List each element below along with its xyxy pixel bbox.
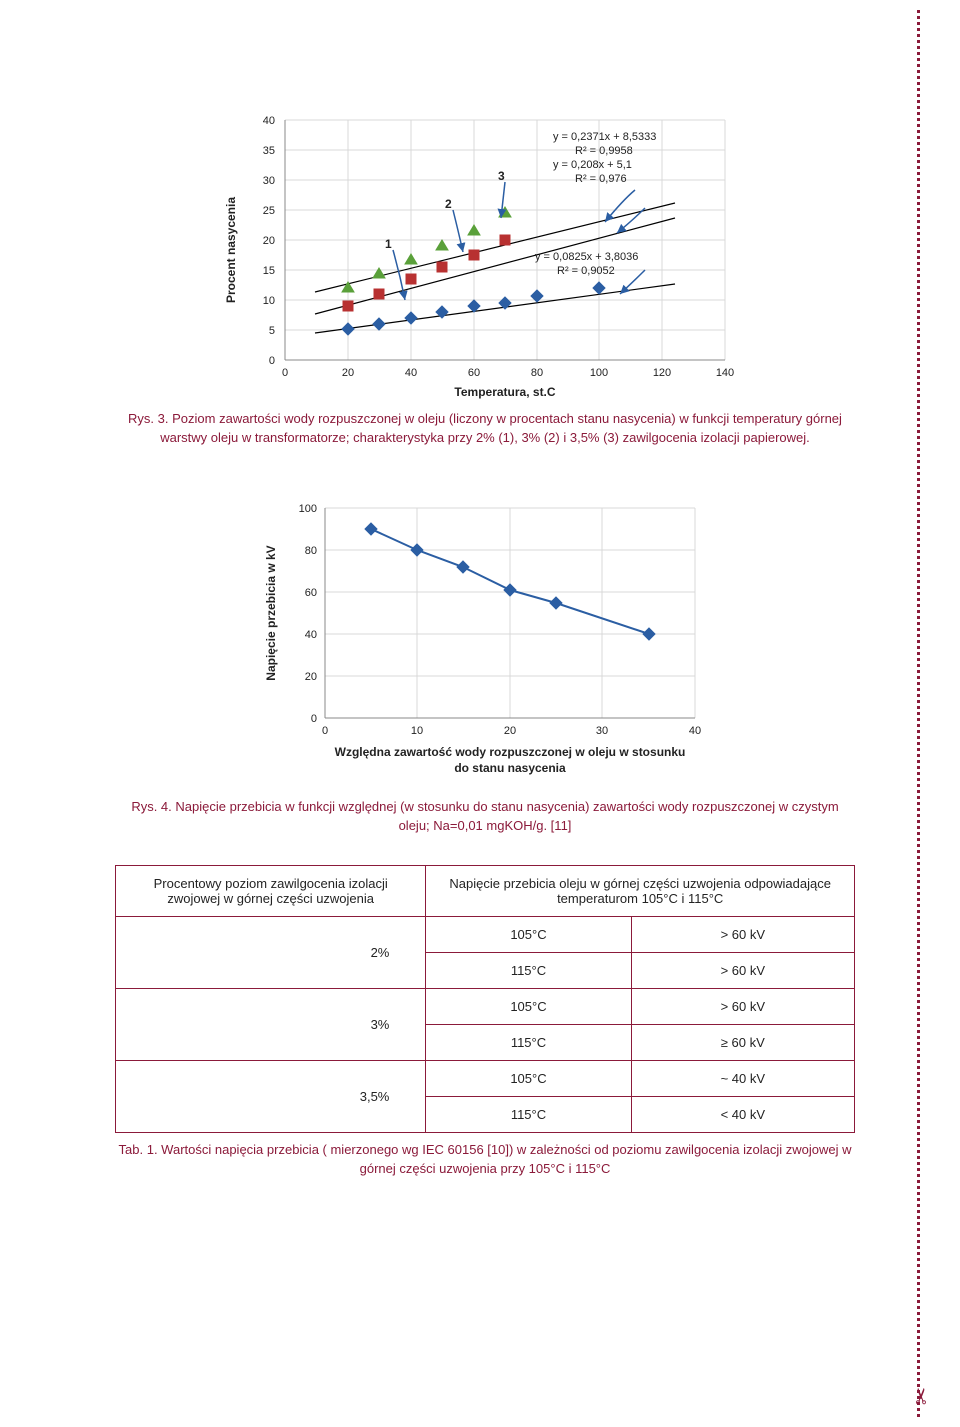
table-pct-0: 2% (116, 917, 426, 989)
fig3-caption-body: Poziom zawartości wody rozpuszczonej w o… (160, 411, 842, 445)
svg-text:10: 10 (263, 295, 275, 307)
svg-text:10: 10 (411, 725, 423, 737)
svg-text:40: 40 (263, 115, 275, 127)
table-cell: > 60 kV (631, 953, 854, 989)
table-1-caption: Tab. 1. Wartości napięcia przebicia ( mi… (115, 1141, 855, 1179)
table-pct-1: 3% (116, 989, 426, 1061)
fig4-xlabel-l1: Względna zawartość wody rozpuszczonej w … (335, 745, 686, 759)
table-row: 2% 105°C > 60 kV (116, 917, 855, 953)
svg-text:0: 0 (269, 355, 275, 367)
svg-text:25: 25 (263, 205, 275, 217)
fig3-eq3-l2: R² = 0,9958 (575, 145, 633, 157)
table-cell: ≥ 60 kV (631, 1025, 854, 1061)
fig4-ylabel: Napięcie przebicia w kV (264, 545, 278, 680)
tab1-caption-lead: Tab. 1. (119, 1142, 158, 1157)
table-row: 3% 105°C > 60 kV (116, 989, 855, 1025)
svg-text:140: 140 (716, 367, 734, 379)
svg-text:80: 80 (531, 367, 543, 379)
table-cell: < 40 kV (631, 1097, 854, 1133)
fig3-eq1-l1: y = 0,0825x + 3,8036 (535, 251, 638, 263)
table-cell: 105°C (426, 1061, 631, 1097)
svg-text:20: 20 (263, 235, 275, 247)
figure-4-caption: Rys. 4. Napięcie przebicia w funkcji wzg… (115, 798, 855, 836)
svg-text:60: 60 (468, 367, 480, 379)
svg-text:0: 0 (311, 713, 317, 725)
table-cell: 115°C (426, 1097, 631, 1133)
fig3-eq2-l1: y = 0,208x + 5,1 (553, 159, 632, 171)
svg-text:30: 30 (596, 725, 608, 737)
svg-text:120: 120 (653, 367, 671, 379)
svg-text:40: 40 (305, 629, 317, 641)
svg-text:15: 15 (263, 265, 275, 277)
table-cell: 115°C (426, 1025, 631, 1061)
fig4-xlabel-l2: do stanu nasycenia (454, 761, 566, 775)
svg-text:5: 5 (269, 325, 275, 337)
fig3-eq1-l2: R² = 0,9052 (557, 265, 615, 277)
table-row: 3,5% 105°C ~ 40 kV (116, 1061, 855, 1097)
svg-text:100: 100 (590, 367, 608, 379)
svg-text:60: 60 (305, 587, 317, 599)
table-1: Procentowy poziom zawilgocenia izolacji … (115, 865, 855, 1133)
figure-3-caption: Rys. 3. Poziom zawartości wody rozpuszcz… (115, 410, 855, 448)
svg-text:80: 80 (305, 545, 317, 557)
table-cell: 105°C (426, 917, 631, 953)
fig3-series-2-label: 2 (445, 197, 452, 211)
table-header-left: Procentowy poziom zawilgocenia izolacji … (116, 866, 426, 917)
figure-4-chart: 0 20 40 60 80 100 0 10 20 30 40 Względna… (245, 488, 725, 788)
svg-text:35: 35 (263, 145, 275, 157)
svg-text:20: 20 (305, 671, 317, 683)
page-margin-dotted (917, 10, 920, 1417)
svg-text:30: 30 (263, 175, 275, 187)
svg-text:20: 20 (504, 725, 516, 737)
table-cell: 115°C (426, 953, 631, 989)
fig4-caption-lead: Rys. 4. (131, 799, 171, 814)
fig3-eq3-l1: y = 0,2371x + 8,5333 (553, 131, 656, 143)
fig3-xlabel: Temperatura, st.C (454, 385, 555, 399)
fig3-caption-lead: Rys. 3. (128, 411, 168, 426)
svg-text:100: 100 (299, 503, 317, 515)
figure-3-chart: 0 5 10 15 20 25 30 35 40 0 20 40 60 80 1… (205, 100, 765, 400)
fig4-caption-body: Napięcie przebicia w funkcji względnej (… (172, 799, 839, 833)
tab1-caption-body: Wartości napięcia przebicia ( mierzonego… (158, 1142, 852, 1176)
table-cell: 105°C (426, 989, 631, 1025)
table-cell: > 60 kV (631, 917, 854, 953)
table-cell: > 60 kV (631, 989, 854, 1025)
svg-text:40: 40 (689, 725, 701, 737)
fig3-series-3-label: 3 (498, 169, 505, 183)
table-cell: ~ 40 kV (631, 1061, 854, 1097)
fig3-eq2-l2: R² = 0,976 (575, 173, 627, 185)
svg-text:0: 0 (282, 367, 288, 379)
table-row: Procentowy poziom zawilgocenia izolacji … (116, 866, 855, 917)
svg-text:40: 40 (405, 367, 417, 379)
table-pct-2: 3,5% (116, 1061, 426, 1133)
svg-text:20: 20 (342, 367, 354, 379)
fig3-series-1-label: 1 (385, 237, 392, 251)
table-header-right: Napięcie przebicia oleju w górnej części… (426, 866, 855, 917)
fig3-ylabel: Procent nasycenia (224, 197, 238, 303)
page-content: 0 5 10 15 20 25 30 35 40 0 20 40 60 80 1… (0, 0, 960, 1249)
scissors-icon: ✂ (909, 1387, 935, 1405)
svg-text:0: 0 (322, 725, 328, 737)
